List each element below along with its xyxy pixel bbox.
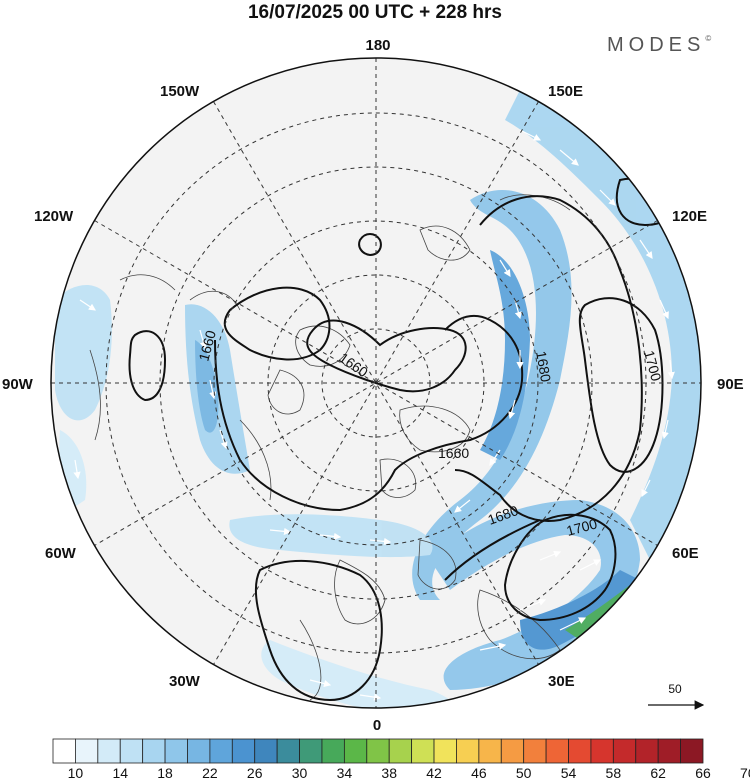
colorbar-tick-label: 18 (157, 765, 173, 781)
colorbar-swatch (680, 738, 704, 764)
colorbar-swatch (231, 738, 256, 764)
colorbar-swatch (612, 738, 637, 764)
colorbar-swatch (75, 738, 99, 764)
colorbar-swatch (388, 738, 413, 764)
colorbar-swatch (411, 738, 435, 764)
lon-label-150e: 150E (548, 83, 583, 100)
lon-label-60w: 60W (45, 545, 77, 562)
reference-vector: 50 (648, 682, 705, 710)
colorbar-tick-label: 14 (112, 765, 128, 781)
colorbar-swatch (299, 738, 323, 764)
lon-label-90e: 90E (717, 376, 744, 393)
colorbar-tick-label: 62 (650, 765, 666, 781)
colorbar-swatch (321, 738, 345, 764)
colorbar-tick-label: 66 (695, 765, 711, 781)
colorbar-swatch (119, 738, 144, 764)
colorbar-swatch (164, 738, 188, 764)
colorbar-swatch (545, 738, 569, 764)
graticule (51, 58, 701, 708)
brand-name: MODES (607, 34, 706, 56)
colorbar-swatch (187, 738, 211, 764)
lon-label-0: 0 (373, 717, 381, 734)
brand-copyright: © (705, 34, 712, 43)
colorbar-swatch (568, 738, 592, 764)
colorbar-tick-label: 58 (606, 765, 622, 781)
colorbar-tick-label: 10 (68, 765, 84, 781)
contour-label-1660-east: 1660 (438, 445, 469, 461)
colorbar-swatch (254, 738, 278, 764)
lon-label-120e: 120E (672, 208, 707, 225)
map-title: 16/07/2025 00 UTC + 228 hrs (247, 2, 503, 23)
colorbar-swatch (52, 738, 76, 764)
brand-logo: MODES© (607, 34, 711, 57)
colorbar-swatch (478, 738, 502, 764)
colorbar-tick-label: 46 (471, 765, 487, 781)
colorbar-swatch (523, 738, 547, 764)
colorbar-swatch (366, 738, 390, 764)
longitude-labels: 180 150E 120E 90E 60E 30E 0 30W 60W 90W … (2, 37, 744, 734)
colorbar-swatch (343, 738, 368, 764)
contour-lines (128, 177, 673, 702)
contour-label-1700-east: 1700 (641, 349, 665, 383)
colorbar-swatch (657, 738, 681, 764)
colorbar-swatch (500, 738, 525, 764)
lon-label-120w: 120W (34, 208, 74, 225)
lon-label-150w: 150W (160, 83, 200, 100)
colorbar-tick-label: 42 (426, 765, 442, 781)
colorbar-tick-label: 50 (516, 765, 532, 781)
colorbar-swatch (276, 738, 300, 764)
lon-label-30e: 30E (548, 673, 575, 690)
contour-label-1700-south: 1700 (565, 515, 599, 539)
colorbar-swatch (433, 738, 457, 764)
map-border (50, 57, 702, 709)
wind-vectors (73, 129, 675, 701)
lon-label-30w: 30W (169, 673, 201, 690)
lon-label-60e: 60E (672, 545, 699, 562)
contour-label-1660-west: 1660 (195, 328, 219, 362)
colorbar-swatch (209, 738, 233, 764)
colorbar-tick-label: 34 (337, 765, 353, 781)
colorbar-tick-label: 54 (561, 765, 577, 781)
colorbar-tick-label: 70 (740, 765, 750, 781)
reference-vector-label: 50 (668, 682, 682, 696)
colorbar-tick-label: 22 (202, 765, 218, 781)
colorbar: 10 14 18 22 26 30 34 38 42 46 50 54 58 62 66 70 (52, 738, 750, 781)
colorbar-swatch (456, 738, 480, 764)
colorbar-swatch (590, 738, 614, 764)
colorbar-tick-label: 26 (247, 765, 263, 781)
colorbar-swatch (142, 738, 166, 764)
colorbar-swatch (635, 738, 659, 764)
colorbar-swatch (97, 738, 121, 764)
colorbar-tick-label: 38 (381, 765, 397, 781)
lon-label-90w: 90W (2, 376, 34, 393)
lon-label-180: 180 (365, 37, 390, 54)
colorbar-tick-label: 30 (292, 765, 308, 781)
contour-label-1680-east: 1680 (533, 350, 554, 384)
